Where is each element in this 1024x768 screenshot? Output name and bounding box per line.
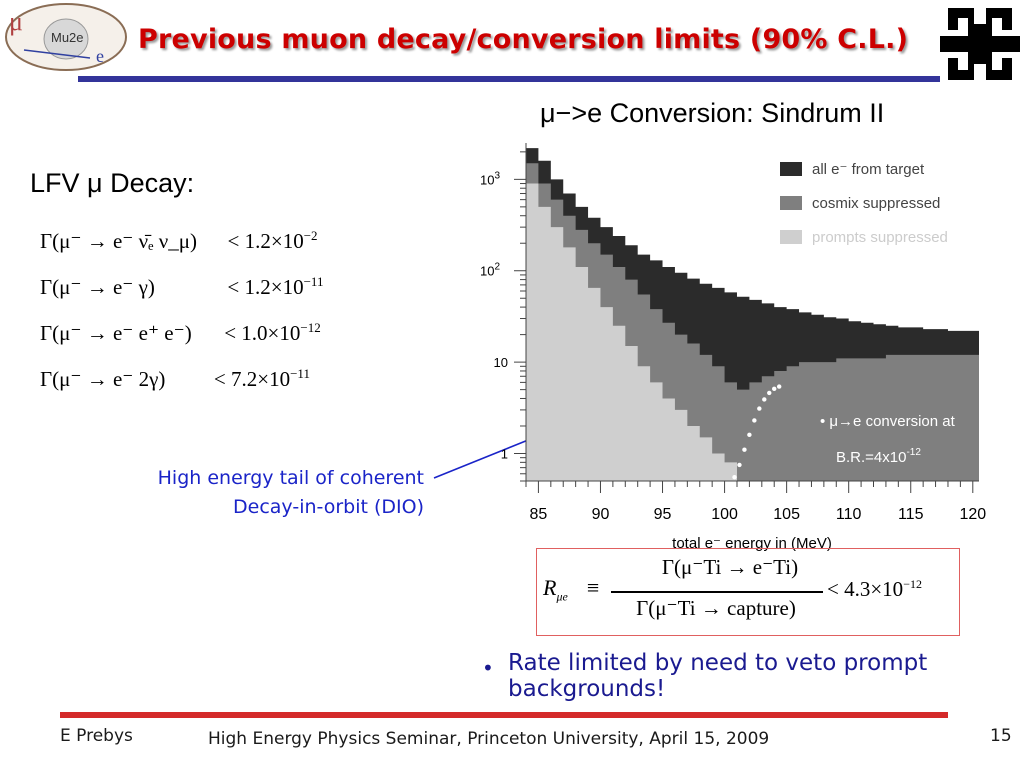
x-tick-label: 110: [836, 506, 862, 523]
dio-annotation: High energy tail of coherent Decay-in-or…: [60, 464, 424, 522]
formula-rhs-exponent: −12: [903, 577, 922, 591]
svg-text:μ: μ: [9, 7, 23, 36]
signal-point: [757, 406, 762, 411]
limit-value-3: < 1.0×10: [224, 321, 301, 345]
x-axis-label: total e⁻ energy in (MeV): [672, 535, 832, 552]
legend-swatch: [780, 196, 802, 210]
x-tick-label: 85: [530, 506, 548, 523]
dio-annotation-line-1: High energy tail of coherent: [157, 467, 424, 489]
series-3-histogram: [526, 183, 750, 482]
signal-point: [737, 462, 742, 468]
footer-divider: [60, 712, 948, 718]
limit-equation-4: Γ(μ⁻ → e⁻ 2γ) < 7.2×10−11: [40, 366, 310, 392]
limit-process-4: Γ(μ⁻ → e⁻ 2γ): [40, 367, 166, 391]
mu2e-logo: μ Mu2e e: [5, 3, 127, 71]
y-tick-label: 10: [494, 355, 508, 370]
signal-point: [772, 386, 777, 392]
x-tick-label: 90: [592, 506, 610, 523]
fraction-bar: [611, 591, 823, 593]
limit-equation-2: Γ(μ⁻ → e⁻ γ) < 1.2×10−11: [40, 274, 323, 300]
footer-event: High Energy Physics Seminar, Princeton U…: [208, 729, 770, 749]
y-tick-exponent: 2: [494, 262, 500, 273]
formula-lhs: Rμe ≡: [543, 575, 599, 604]
title-divider: [78, 76, 940, 82]
formula-lhs-subscript: μe: [556, 589, 568, 604]
logo-text: Mu2e: [51, 30, 84, 45]
signal-label-line-2: B.R.=4x10-12: [836, 447, 921, 466]
limit-exponent-3: −12: [300, 320, 321, 335]
footer-author: E Prebys: [60, 726, 133, 746]
formula-denominator: Γ(μ⁻Ti → capture): [636, 596, 796, 620]
legend-swatch: [780, 162, 802, 176]
fermilab-logo: [940, 8, 1020, 80]
page-number: 15: [990, 726, 1012, 746]
signal-point: [762, 397, 767, 402]
x-tick-label: 115: [898, 506, 924, 523]
legend-swatch: [780, 230, 802, 244]
formula-rhs-value: < 4.3×10: [827, 577, 904, 601]
y-tick-label: 103: [480, 170, 500, 187]
limit-exponent-4: −11: [290, 366, 310, 381]
signal-point: [767, 390, 772, 396]
signal-point: [742, 447, 747, 452]
limit-value-4: < 7.2×10: [213, 367, 291, 391]
limit-process-2: Γ(μ⁻ → e⁻ γ): [40, 275, 155, 299]
dio-annotation-line-2: Decay-in-orbit (DIO): [233, 496, 424, 518]
formula-lhs-symbol: R: [543, 575, 557, 600]
x-tick-label: 120: [959, 506, 986, 523]
formula-rhs: < 4.3×10−12: [827, 577, 922, 602]
bullet-marker: •: [482, 656, 494, 680]
limit-equation-1: Γ(μ⁻ → e⁻ ν̄ₑ ν_μ) < 1.2×10−2: [40, 228, 318, 254]
signal-label-exponent: -12: [906, 447, 921, 458]
slide-title: Previous muon decay/conversion limits (9…: [138, 24, 909, 55]
y-tick-exponent: 3: [494, 170, 500, 181]
y-tick-label: 102: [480, 262, 500, 279]
chart-heading: μ−>e Conversion: Sindrum II: [540, 98, 885, 128]
lfv-heading: LFV μ Decay:: [30, 168, 195, 198]
bullet-text: Rate limited by need to veto prompt back…: [508, 650, 928, 702]
x-tick-label: 95: [654, 506, 672, 523]
limit-process-3: Γ(μ⁻ → e⁻ e⁺ e⁻): [40, 321, 192, 345]
legend-label: all e⁻ from target: [812, 161, 925, 178]
svg-text:e: e: [96, 46, 104, 66]
legend-label: cosmix suppressed: [812, 195, 940, 212]
limit-equation-3: Γ(μ⁻ → e⁻ e⁺ e⁻) < 1.0×10−12: [40, 320, 321, 346]
legend-label: prompts suppressed: [812, 229, 948, 246]
limit-exponent-2: −11: [303, 274, 324, 289]
limit-exponent-1: −2: [303, 228, 318, 243]
x-tick-label: 100: [711, 506, 738, 523]
signal-point: [752, 418, 757, 423]
signal-point: [732, 475, 737, 480]
formula-box: Rμe ≡ Γ(μ⁻Ti → e⁻Ti) Γ(μ⁻Ti → capture) <…: [536, 548, 960, 636]
formula-equiv: ≡: [586, 575, 600, 600]
limit-value-1: < 1.2×10: [227, 229, 304, 253]
y-tick-label: 1: [501, 446, 508, 461]
signal-point: [747, 432, 752, 438]
limit-process-1: Γ(μ⁻ → e⁻ ν̄ₑ ν_μ): [40, 229, 198, 253]
formula-numerator: Γ(μ⁻Ti → e⁻Ti): [661, 555, 799, 579]
signal-label-line-1: • μ→e conversion at: [820, 413, 956, 430]
signal-point: [776, 384, 782, 389]
x-tick-label: 105: [773, 506, 800, 523]
limit-value-2: < 1.2×10: [227, 275, 304, 299]
